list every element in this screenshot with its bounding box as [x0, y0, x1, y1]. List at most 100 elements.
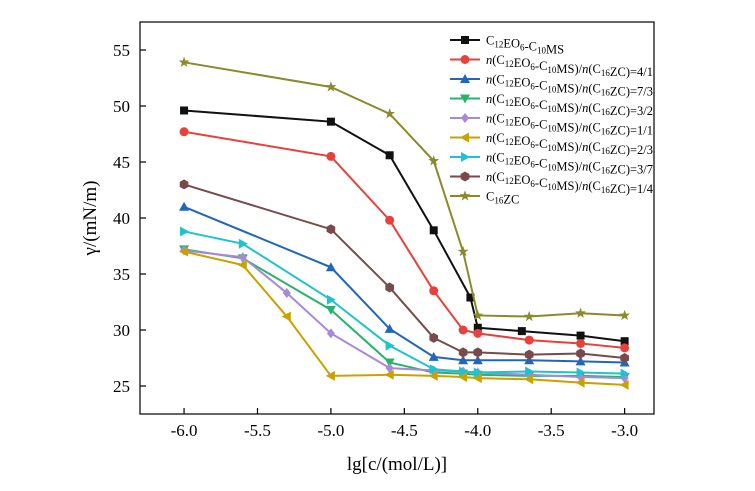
- triangle-left-marker: [524, 374, 534, 385]
- triangle-up-marker: [524, 355, 535, 365]
- triangle-down-marker: [384, 358, 395, 368]
- circle-marker: [460, 55, 470, 64]
- series-line: [183, 205, 625, 364]
- square-marker: [466, 293, 475, 302]
- triangle-up-marker: [428, 351, 439, 361]
- diamond-marker: [385, 363, 394, 374]
- square-marker: [473, 323, 482, 332]
- series-3: [179, 201, 630, 367]
- circle-marker: [473, 328, 483, 338]
- series-6: [179, 246, 629, 390]
- x-tick-label: -5.0: [317, 421, 344, 440]
- triangle-right-marker: [459, 366, 469, 377]
- triangle-left-marker: [384, 369, 394, 380]
- hexagon-marker: [429, 332, 439, 343]
- square-marker: [620, 337, 629, 346]
- triangle-right-marker: [525, 366, 535, 377]
- star-marker: [428, 155, 440, 166]
- star-marker: [457, 245, 469, 257]
- legend-label: C12EO6-C10MS: [486, 34, 564, 57]
- triangle-right-marker: [576, 367, 586, 378]
- triangle-right-marker: [180, 226, 190, 237]
- legend-entry: n(C12EO6-C10MS)/n(C16ZC)=7/3: [450, 73, 653, 99]
- triangle-right-marker: [461, 152, 470, 162]
- hexagon-marker: [524, 349, 534, 360]
- legend-entry: n(C12EO6-C10MS)/n(C16ZC)=1/4: [450, 170, 654, 196]
- y-tick-label: 25: [113, 377, 130, 396]
- triangle-up-marker: [458, 355, 469, 365]
- triangle-right-marker: [473, 367, 483, 378]
- circle-marker: [179, 127, 189, 137]
- triangle-up-marker: [325, 262, 336, 272]
- series-line: [183, 183, 625, 359]
- star-marker: [178, 56, 190, 67]
- triangle-left-marker: [619, 379, 629, 390]
- triangle-left-marker: [458, 372, 468, 383]
- square-marker: [576, 331, 585, 340]
- series-8: [179, 179, 629, 363]
- circle-marker: [458, 325, 468, 335]
- x-tick-label: -4.5: [391, 421, 418, 440]
- triangle-right-marker: [238, 238, 248, 249]
- triangle-left-marker: [472, 373, 482, 384]
- legend-entry: n(C12EO6-C10MS)/n(C16ZC)=1/1: [450, 112, 653, 138]
- legend: C12EO6-C10MSn(C12EO6-C10MS)/n(C16ZC)=4/1…: [450, 34, 654, 207]
- triangle-right-marker: [326, 294, 336, 305]
- y-axis-title: γ/(mN/m): [80, 181, 101, 257]
- y-tick-label: 55: [113, 41, 130, 60]
- legend-label: n(C12EO6-C10MS)/n(C16ZC)=3/2: [486, 92, 653, 118]
- x-axis-title: lg[c/(mol/L)]: [347, 454, 447, 475]
- y-tick-label: 40: [113, 209, 130, 228]
- y-tick-label: 45: [113, 153, 130, 172]
- triangle-left-marker: [281, 311, 291, 322]
- star-marker: [459, 190, 471, 201]
- hexagon-marker: [179, 179, 189, 190]
- triangle-down-marker: [460, 94, 470, 104]
- legend-label: C16ZC: [486, 190, 519, 207]
- x-tick-label: -3.0: [611, 421, 638, 440]
- series-9: [178, 56, 631, 322]
- series-7: [180, 226, 630, 379]
- diamond-marker: [238, 252, 247, 263]
- triangle-left-marker: [428, 370, 438, 381]
- legend-label: n(C12EO6-C10MS)/n(C16ZC)=3/7: [486, 151, 653, 177]
- square-marker: [429, 226, 438, 235]
- axes: -6.0 -5.5 -5.0 -4.5 -4.0 -3.5 -3.0 25 30 35 40 45 50…: [113, 21, 655, 440]
- triangle-up-marker: [575, 356, 586, 366]
- series-line: [183, 230, 625, 375]
- triangle-left-marker: [325, 370, 335, 381]
- triangle-up-marker: [179, 201, 190, 211]
- square-marker: [385, 151, 394, 160]
- legend-label: n(C12EO6-C10MS)/n(C16ZC)=7/3: [486, 73, 653, 99]
- legend-label: n(C12EO6-C10MS)/n(C16ZC)=1/1: [486, 112, 653, 138]
- circle-marker: [326, 151, 336, 161]
- diamond-marker: [461, 113, 469, 123]
- triangle-left-marker: [237, 260, 247, 271]
- y-tick-label: 35: [113, 265, 130, 284]
- legend-label: n(C12EO6-C10MS)/n(C16ZC)=1/4: [486, 170, 654, 196]
- triangle-right-marker: [385, 340, 395, 351]
- star-marker: [472, 309, 484, 321]
- x-tick-label: -5.5: [244, 421, 271, 440]
- hexagon-marker: [473, 347, 483, 358]
- star-marker: [523, 310, 535, 322]
- triangle-right-marker: [620, 368, 630, 379]
- circle-marker: [429, 286, 439, 296]
- y-tick-label: 30: [113, 321, 130, 340]
- circle-marker: [620, 343, 630, 353]
- star-marker: [325, 81, 337, 92]
- legend-entry: n(C12EO6-C10MS)/n(C16ZC)=3/2: [450, 92, 653, 118]
- triangle-up-marker: [384, 323, 395, 333]
- circle-marker: [576, 338, 586, 348]
- star-marker: [384, 108, 396, 119]
- legend-entry: n(C12EO6-C10MS)/n(C16ZC)=4/1: [450, 53, 653, 79]
- hexagon-marker: [385, 282, 394, 293]
- diamond-marker: [326, 328, 335, 339]
- x-tick-label: -4.0: [464, 421, 491, 440]
- triangle-right-marker: [429, 364, 439, 375]
- series-1: [180, 106, 629, 346]
- hexagon-marker: [326, 224, 336, 235]
- triangle-up-marker: [472, 355, 483, 365]
